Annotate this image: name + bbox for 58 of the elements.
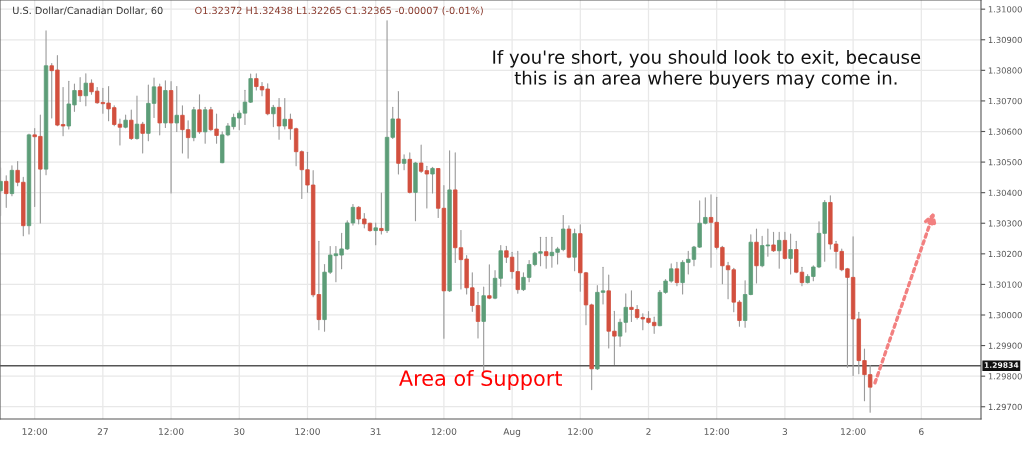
candlestick <box>782 231 788 260</box>
candlestick <box>373 222 378 246</box>
candlestick <box>77 77 83 103</box>
candlestick <box>203 106 208 144</box>
x-tick-label: 12:00 <box>159 428 184 435</box>
x-tick-label: 12:00 <box>568 428 593 435</box>
x-tick-label: 12:00 <box>841 428 866 435</box>
x-tick-label: 6 <box>919 428 924 435</box>
y-tick-label: 1.29700 <box>988 403 1022 411</box>
y-tick-label: 1.30700 <box>988 97 1022 105</box>
candlestick <box>379 192 384 235</box>
candlestick <box>140 121 145 154</box>
text: U.S. Dollar/Canadian Dollar, 60 <box>13 6 163 16</box>
y-tick-label: 1.30900 <box>988 36 1022 44</box>
text: O1.32372 H1.32438 L1.32265 C1.32365 -0.00007 (-0.01%) <box>195 6 483 16</box>
y-tick-label: 1.30400 <box>988 189 1022 196</box>
x-tick-label: 12:00 <box>22 428 48 435</box>
x-tick-label: 2 <box>646 428 651 435</box>
candlestick <box>771 231 776 252</box>
y-tick-label: 1.30800 <box>988 67 1022 74</box>
x-tick-label: 12:00 <box>704 428 730 435</box>
candlestick <box>777 231 782 269</box>
candlestick <box>9 165 15 197</box>
candlestick <box>788 233 793 275</box>
y-tick-label: 1.30600 <box>988 128 1022 135</box>
x-tick-label: Aug <box>503 428 521 437</box>
candlestick <box>282 97 287 130</box>
candlestick <box>430 166 435 194</box>
y-tick-label: 1.31000 <box>988 6 1022 13</box>
y-tick-label: 1.29800 <box>988 373 1022 380</box>
candlestick <box>276 97 282 140</box>
candlestick <box>83 73 88 107</box>
x-tick-label: 12:00 <box>431 428 457 435</box>
candlestick <box>401 154 407 171</box>
y-tick-label: 1.30100 <box>988 281 1022 288</box>
x-tick-label: 30 <box>234 428 245 435</box>
y-tick-label: 1.30300 <box>988 220 1022 227</box>
y-tick-label: 1.30500 <box>988 159 1022 166</box>
candlestick <box>197 94 202 134</box>
x-tick-label: 31 <box>370 428 381 435</box>
y-tick-label: 1.29900 <box>988 342 1022 349</box>
annotation: If you're short, you should look to exit, because this is an area where buyers may come in. <box>493 49 921 89</box>
candlestick <box>754 228 759 284</box>
candlestick <box>271 104 276 128</box>
candlestick <box>544 236 549 269</box>
x-tick-label: 12:00 <box>295 428 320 435</box>
candlestick <box>129 109 134 141</box>
candlestick <box>674 261 680 287</box>
y-tick-label: 1.30000 <box>988 311 1022 319</box>
x-tick-label: 3 <box>782 428 788 435</box>
candlestick <box>4 175 9 208</box>
annotation: Area of Support <box>399 369 562 391</box>
candlestick <box>487 264 492 300</box>
y-tick-label: 1.30200 <box>988 250 1022 258</box>
candlestick <box>134 95 140 140</box>
candlestick <box>572 228 577 272</box>
x-tick-label: 27 <box>97 428 108 435</box>
candlestick <box>174 85 179 133</box>
